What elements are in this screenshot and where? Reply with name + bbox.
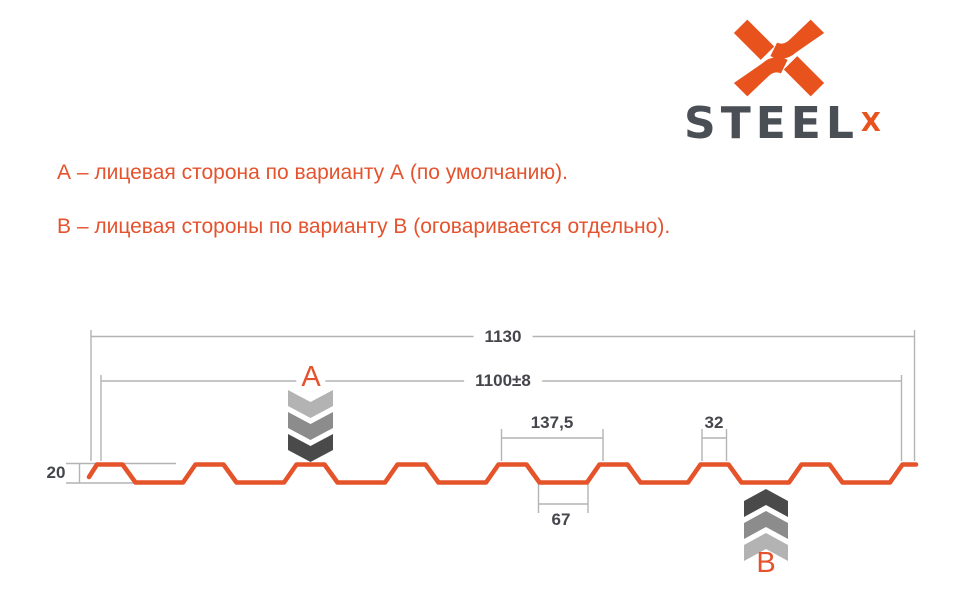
variant-a-label: A (296, 362, 326, 392)
dim-rib-pitch: 137,5 (530, 413, 574, 432)
note-variant-a: А – лицевая сторона по варианту А (по ум… (57, 161, 568, 184)
variant-b-label: B (756, 547, 776, 579)
dimension-lines (66, 330, 916, 513)
variant-b-chevrons-icon (744, 489, 788, 561)
profile-outline (86, 462, 919, 485)
dim-rib-bottom-width: 67 (551, 510, 571, 529)
dim-working-width: 1100±8 (464, 371, 542, 391)
logo-arm-top-left (733, 19, 775, 60)
logo-arm-bottom-left (733, 57, 788, 97)
dim-overall-width: 1130 (473, 327, 533, 347)
logo-arm-bottom-right (783, 56, 825, 97)
dim-profile-height: 20 (46, 463, 66, 482)
brand-name: STEEL (684, 98, 859, 149)
brand-superscript-x: X (860, 108, 881, 138)
dim-rib-top-width: 32 (704, 413, 724, 432)
variant-a-chevrons-icon (288, 390, 333, 462)
logo-arm-top-right (770, 19, 825, 59)
profile-diagram (66, 330, 919, 561)
steelx-logo-icon (733, 19, 825, 97)
brand-wordmark: STEELX (684, 100, 924, 152)
note-variant-b: В – лицевая стороны по варианту В (огова… (57, 215, 671, 238)
